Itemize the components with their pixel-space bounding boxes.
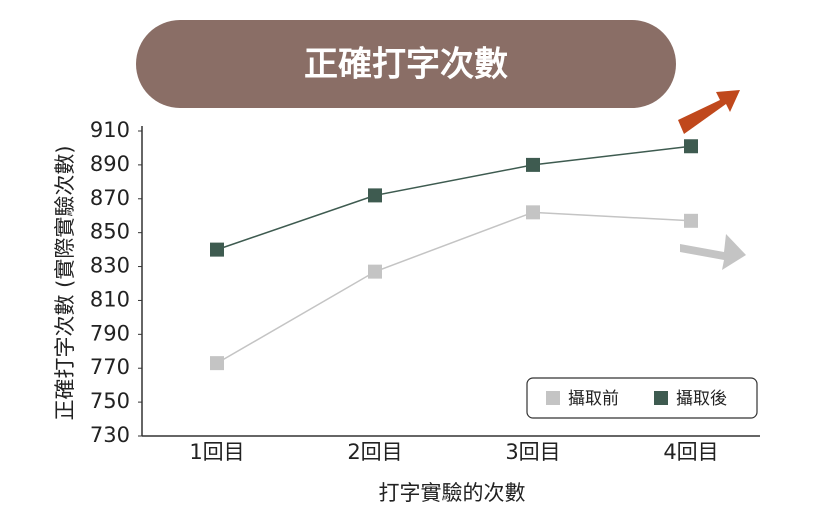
chart-title: 正確打字次數 [304,45,508,85]
y-tick-label: 910 [90,118,130,142]
point-marker [684,213,698,228]
point-marker [526,205,540,220]
x-tick-label: 3回目 [505,440,560,464]
y-tick-label: 850 [90,220,130,244]
y-tick-label: 750 [90,389,130,413]
series-line [216,145,692,251]
y-tick-label: 770 [90,355,130,379]
point-marker [210,356,224,371]
x-tick-label: 2回目 [347,440,402,464]
y-tick-label: 790 [90,321,130,345]
x-tick-label: 4回目 [663,440,718,464]
y-tick-label: 870 [90,186,130,210]
legend [526,377,758,419]
legend-label: 攝取後 [676,389,727,409]
series-line [216,211,692,364]
up-arrow [678,90,740,134]
y-tick-label: 730 [90,423,130,447]
legend-swatch [654,391,668,405]
legend-swatch [546,391,560,405]
title-banner [136,20,676,108]
x-axis-label: 打字實驗的次數 [379,481,526,505]
point-marker [368,264,382,279]
y-tick-label: 890 [90,152,130,176]
point-marker [526,157,540,172]
y-tick-label: 810 [90,287,130,311]
point-marker [684,139,698,154]
x-tick-label: 1回目 [189,440,244,464]
flat-arrow [680,234,746,270]
y-tick-label: 830 [90,254,130,278]
point-marker [368,188,382,203]
legend-label: 攝取前 [568,389,619,409]
point-marker [210,242,224,257]
y-axis-label: 正確打字次數 (實際實驗次數) [53,145,77,420]
